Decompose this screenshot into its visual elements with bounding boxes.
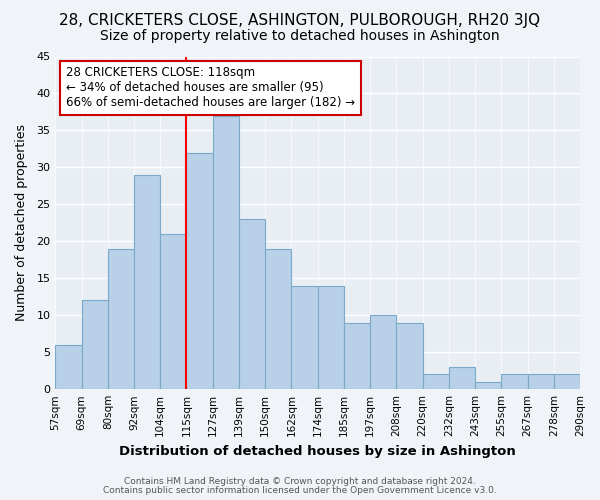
Bar (449, 367, 475, 389)
Bar (292, 286, 317, 389)
X-axis label: Distribution of detached houses by size in Ashington: Distribution of detached houses by size … (119, 444, 516, 458)
Bar (108, 248, 134, 389)
Bar (213, 116, 239, 389)
Bar (317, 286, 344, 389)
Bar (82, 300, 108, 389)
Text: Contains public sector information licensed under the Open Government Licence v3: Contains public sector information licen… (103, 486, 497, 495)
Bar (265, 248, 292, 389)
Text: 28 CRICKETERS CLOSE: 118sqm
← 34% of detached houses are smaller (95)
66% of sem: 28 CRICKETERS CLOSE: 118sqm ← 34% of det… (66, 66, 355, 110)
Bar (344, 322, 370, 389)
Y-axis label: Number of detached properties: Number of detached properties (15, 124, 28, 322)
Bar (370, 316, 397, 389)
Text: Size of property relative to detached houses in Ashington: Size of property relative to detached ho… (100, 29, 500, 43)
Text: 28, CRICKETERS CLOSE, ASHINGTON, PULBOROUGH, RH20 3JQ: 28, CRICKETERS CLOSE, ASHINGTON, PULBORO… (59, 12, 541, 28)
Bar (187, 152, 213, 389)
Bar (554, 374, 580, 389)
Bar (527, 374, 554, 389)
Bar (422, 374, 449, 389)
Bar (239, 219, 265, 389)
Text: Contains HM Land Registry data © Crown copyright and database right 2024.: Contains HM Land Registry data © Crown c… (124, 477, 476, 486)
Bar (475, 382, 501, 389)
Bar (160, 234, 187, 389)
Bar (397, 322, 422, 389)
Bar (501, 374, 527, 389)
Bar (134, 175, 160, 389)
Bar (55, 345, 82, 389)
